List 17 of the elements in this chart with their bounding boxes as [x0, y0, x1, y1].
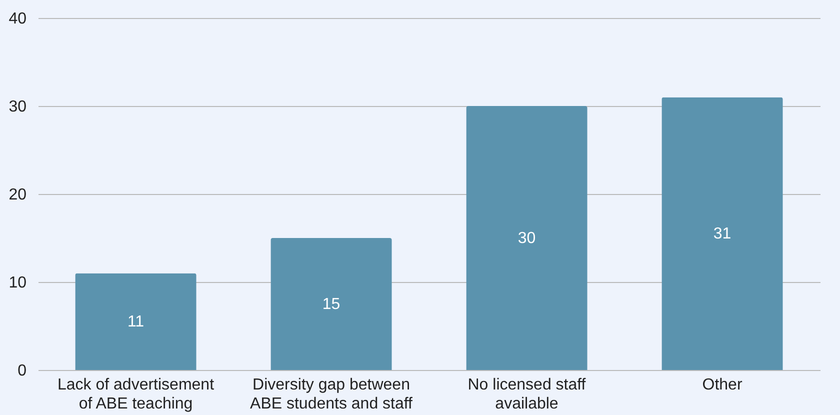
y-tick-label: 40 [8, 10, 27, 28]
data-label: 31 [713, 226, 732, 243]
bar [270, 238, 392, 370]
data-label: 30 [518, 230, 536, 247]
x-tick-label: Diversity gap between ABE students and staff [250, 376, 414, 412]
y-tick-label: 30 [8, 98, 27, 116]
bar [662, 97, 783, 370]
data-label: 15 [322, 296, 340, 313]
x-tick-label: No licensed staff available [468, 376, 586, 412]
bar [75, 273, 196, 370]
y-tick-label: 10 [8, 274, 27, 292]
y-tick-label: 20 [8, 186, 27, 204]
bar [466, 106, 588, 370]
data-label: 11 [127, 314, 144, 331]
x-tick-label: Lack of advertisement of ABE teaching [57, 376, 215, 412]
y-tick-label: 0 [18, 362, 27, 380]
x-tick-label: Other [702, 376, 743, 394]
